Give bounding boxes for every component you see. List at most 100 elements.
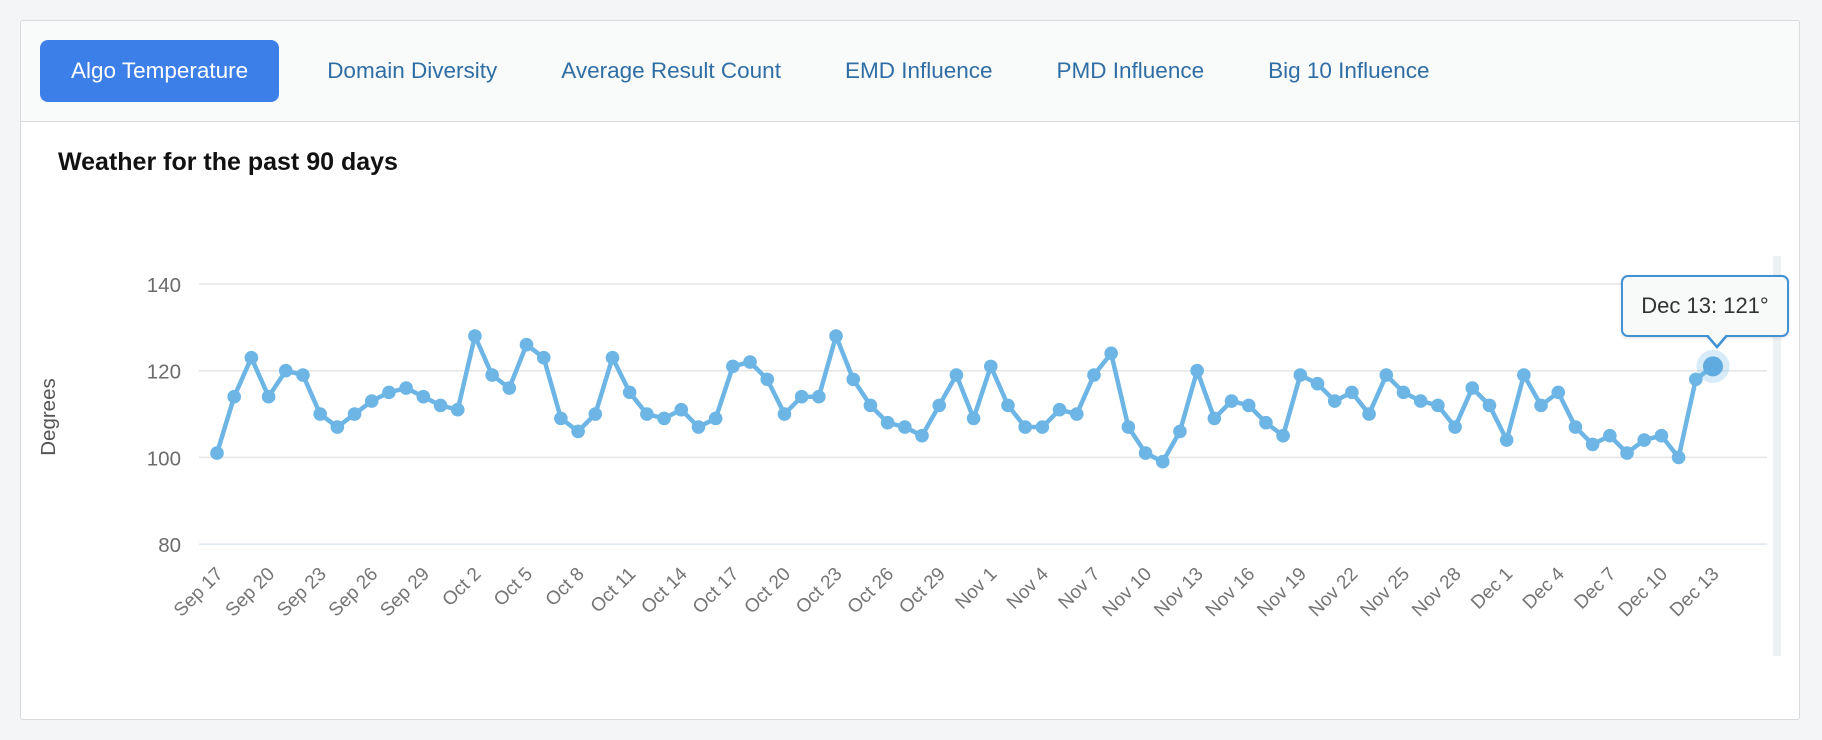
data-point bbox=[433, 398, 448, 413]
data-point bbox=[1345, 385, 1359, 400]
data-point bbox=[794, 389, 809, 404]
x-axis-tick-label: Sep 20 bbox=[222, 564, 279, 621]
data-point bbox=[1069, 407, 1084, 421]
data-point bbox=[743, 355, 757, 369]
x-axis-tick-label: Nov 28 bbox=[1408, 564, 1465, 621]
x-axis-tick-label: Sep 26 bbox=[325, 564, 382, 621]
data-point bbox=[1155, 454, 1170, 469]
data-point bbox=[1534, 398, 1548, 413]
data-point bbox=[485, 368, 499, 382]
data-point bbox=[1362, 407, 1376, 421]
tab-bar: Algo Temperature Domain Diversity Averag… bbox=[21, 21, 1799, 122]
x-axis-tick-label: Oct 23 bbox=[792, 564, 846, 618]
data-point bbox=[1087, 368, 1101, 382]
data-point bbox=[657, 411, 671, 426]
data-point bbox=[1190, 363, 1204, 378]
data-point bbox=[571, 424, 585, 439]
data-point bbox=[1689, 372, 1703, 387]
tab-average-result-count[interactable]: Average Result Count bbox=[561, 58, 781, 83]
data-point bbox=[622, 385, 637, 400]
x-axis-tick-label: Oct 20 bbox=[741, 564, 795, 618]
x-axis-tick-label: Dec 1 bbox=[1467, 564, 1517, 614]
data-point bbox=[1517, 368, 1531, 382]
x-axis-tick-label: Oct 11 bbox=[587, 564, 640, 617]
data-point bbox=[1379, 368, 1394, 382]
data-point bbox=[1448, 420, 1462, 434]
x-axis-tick-label: Nov 10 bbox=[1099, 564, 1156, 621]
data-point bbox=[519, 337, 534, 352]
data-point bbox=[1585, 437, 1600, 452]
tab-big-10-influence[interactable]: Big 10 Influence bbox=[1268, 58, 1430, 83]
data-point bbox=[554, 411, 568, 426]
data-point bbox=[347, 407, 362, 421]
tooltip-text: Dec 13: 121° bbox=[1641, 293, 1769, 318]
data-point bbox=[1293, 368, 1308, 382]
y-axis-tick-label: 120 bbox=[147, 361, 181, 384]
tab-domain-diversity[interactable]: Domain Diversity bbox=[327, 58, 498, 83]
data-point bbox=[1035, 420, 1050, 434]
data-point bbox=[261, 389, 276, 404]
data-point bbox=[880, 415, 895, 430]
data-point bbox=[1018, 420, 1032, 434]
data-point bbox=[210, 446, 224, 460]
tooltip: Dec 13: 121° bbox=[1621, 275, 1789, 349]
x-axis-tick-label: Oct 2 bbox=[439, 564, 486, 611]
data-point bbox=[1396, 385, 1411, 400]
data-point bbox=[1413, 394, 1428, 408]
data-point bbox=[846, 372, 861, 387]
y-axis-title: Degrees bbox=[37, 378, 60, 456]
y-axis-tick-label: 140 bbox=[147, 274, 181, 297]
y-axis-tick-label: 100 bbox=[147, 447, 181, 470]
x-axis-tick-label: Oct 14 bbox=[637, 563, 692, 618]
x-axis-tick-label: Sep 17 bbox=[170, 564, 227, 621]
x-axis-tick-label: Nov 22 bbox=[1305, 564, 1362, 621]
data-point bbox=[1259, 415, 1273, 430]
data-point bbox=[760, 372, 775, 387]
x-axis-tick-label: Oct 26 bbox=[844, 564, 898, 618]
data-point bbox=[1241, 398, 1256, 413]
data-point bbox=[1207, 411, 1222, 426]
data-point bbox=[1224, 394, 1239, 408]
data-point bbox=[691, 420, 706, 434]
x-axis-tick-label: Dec 10 bbox=[1615, 564, 1672, 621]
data-point bbox=[278, 363, 293, 378]
x-axis-tick-label: Nov 7 bbox=[1055, 564, 1105, 614]
data-point bbox=[708, 411, 723, 426]
x-axis-tick-label: Dec 13 bbox=[1666, 564, 1723, 621]
data-point bbox=[364, 394, 379, 408]
data-point bbox=[1121, 420, 1136, 434]
data-point bbox=[468, 329, 482, 343]
hovered-data-point bbox=[1703, 356, 1723, 377]
data-point bbox=[983, 359, 998, 374]
data-point bbox=[1276, 428, 1290, 443]
data-point bbox=[536, 350, 551, 365]
data-point bbox=[330, 420, 345, 434]
data-point bbox=[898, 420, 912, 434]
x-axis-tick-label: Oct 8 bbox=[542, 564, 589, 611]
data-point bbox=[1499, 433, 1514, 447]
data-point bbox=[1568, 420, 1583, 434]
x-axis-tick-label: Nov 19 bbox=[1253, 564, 1310, 621]
y-axis-tick-label: 80 bbox=[158, 534, 181, 557]
tab-algo-temperature[interactable]: Algo Temperature bbox=[40, 40, 280, 102]
data-point bbox=[1620, 446, 1634, 460]
data-point bbox=[915, 428, 929, 443]
data-point bbox=[777, 407, 792, 421]
data-point bbox=[829, 329, 843, 343]
data-point bbox=[1654, 428, 1669, 443]
data-point bbox=[640, 407, 654, 421]
data-point bbox=[227, 389, 241, 404]
data-point bbox=[1327, 394, 1342, 408]
series-line bbox=[214, 333, 1716, 464]
x-axis-tick-label: Dec 7 bbox=[1570, 564, 1620, 614]
data-point bbox=[726, 359, 740, 374]
tab-emd-influence[interactable]: EMD Influence bbox=[844, 58, 993, 83]
x-axis-tick-label: Nov 13 bbox=[1150, 564, 1207, 621]
x-axis-tick-label: Oct 17 bbox=[689, 564, 743, 618]
x-axis-tick-label: Nov 16 bbox=[1202, 564, 1259, 621]
tab-pmd-influence[interactable]: PMD Influence bbox=[1056, 58, 1205, 83]
data-point bbox=[1052, 402, 1067, 417]
data-point bbox=[1603, 428, 1617, 443]
data-point bbox=[812, 389, 826, 404]
